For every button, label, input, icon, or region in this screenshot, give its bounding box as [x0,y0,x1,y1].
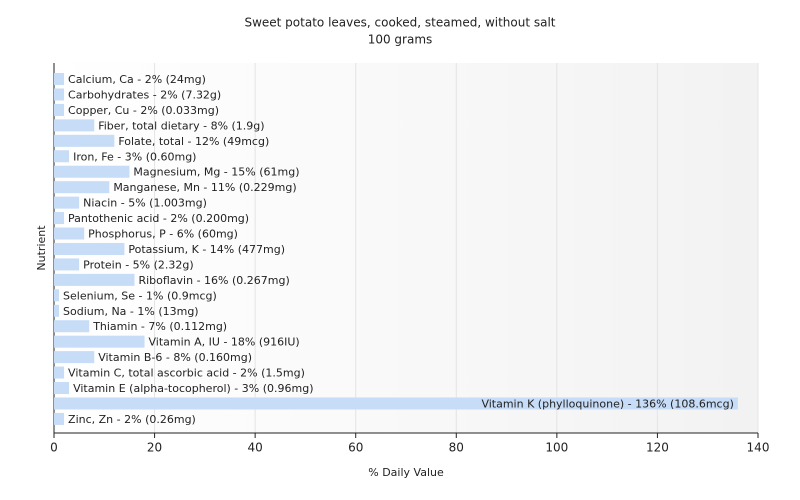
x-tick-label: 120 [646,441,669,455]
x-tick-label: 40 [248,441,263,455]
bar-label: Vitamin C, total ascorbic acid - 2% (1.5… [68,367,305,380]
bar [54,304,60,317]
bar [54,273,135,286]
bar-label: Vitamin K (phylloquinone) - 136% (108.6m… [481,397,733,410]
bar-label: Protein - 5% (2.32g) [83,258,194,271]
bar-label: Selenium, Se - 1% (0.9mcg) [63,289,217,302]
bar [54,258,80,271]
x-tick-label: 60 [348,441,363,455]
bar-label: Iron, Fe - 3% (0.60mg) [73,150,196,163]
bar-label: Phosphorus, P - 6% (60mg) [88,228,238,241]
plot-background [54,63,758,433]
x-tick-label: 100 [545,441,568,455]
bar [54,196,80,209]
bar [54,150,70,163]
bar [54,366,65,379]
bar-label: Calcium, Ca - 2% (24mg) [68,73,206,86]
chart-subtitle: 100 grams [368,33,433,47]
bar [54,165,130,178]
bar [54,351,95,364]
bar-label: Carbohydrates - 2% (7.32g) [68,88,221,101]
bar [54,181,110,194]
x-axis-label: % Daily Value [368,466,444,479]
bar [54,103,65,116]
bar-label: Folate, total - 12% (49mcg) [118,135,269,148]
x-tick-label: 0 [50,441,58,455]
bar-label: Vitamin E (alpha-tocopherol) - 3% (0.96m… [73,382,313,395]
bar-label: Fiber, total dietary - 8% (1.9g) [98,119,264,132]
bar [54,88,65,101]
bar-label: Zinc, Zn - 2% (0.26mg) [68,413,196,426]
y-axis-label: Nutrient [35,225,48,271]
bar [54,119,95,132]
bar [54,212,65,225]
bar-label: Riboflavin - 16% (0.267mg) [138,274,289,287]
bar [54,320,90,333]
bar-label: Magnesium, Mg - 15% (61mg) [133,166,299,179]
bar [54,382,70,395]
bar [54,134,115,147]
x-tick-label: 140 [747,441,770,455]
bar [54,397,738,410]
x-tick-label: 20 [147,441,162,455]
bar [54,227,85,240]
bar [54,73,65,86]
bar-label: Sodium, Na - 1% (13mg) [63,305,199,318]
bar [54,412,65,425]
bar-label: Potassium, K - 14% (477mg) [128,243,285,256]
bar-label: Vitamin A, IU - 18% (916IU) [149,336,300,349]
bar [54,289,60,302]
bar-label: Niacin - 5% (1.003mg) [83,197,207,210]
bar [54,242,125,255]
bar-label: Pantothenic acid - 2% (0.200mg) [68,212,249,225]
chart-title: Sweet potato leaves, cooked, steamed, wi… [244,16,555,30]
bar-label: Manganese, Mn - 11% (0.229mg) [113,181,296,194]
bar-label: Vitamin B-6 - 8% (0.160mg) [98,351,252,364]
bar [54,335,145,348]
x-tick-label: 80 [449,441,464,455]
bar-label: Thiamin - 7% (0.112mg) [92,320,227,333]
bar-label: Copper, Cu - 2% (0.033mg) [68,104,219,117]
